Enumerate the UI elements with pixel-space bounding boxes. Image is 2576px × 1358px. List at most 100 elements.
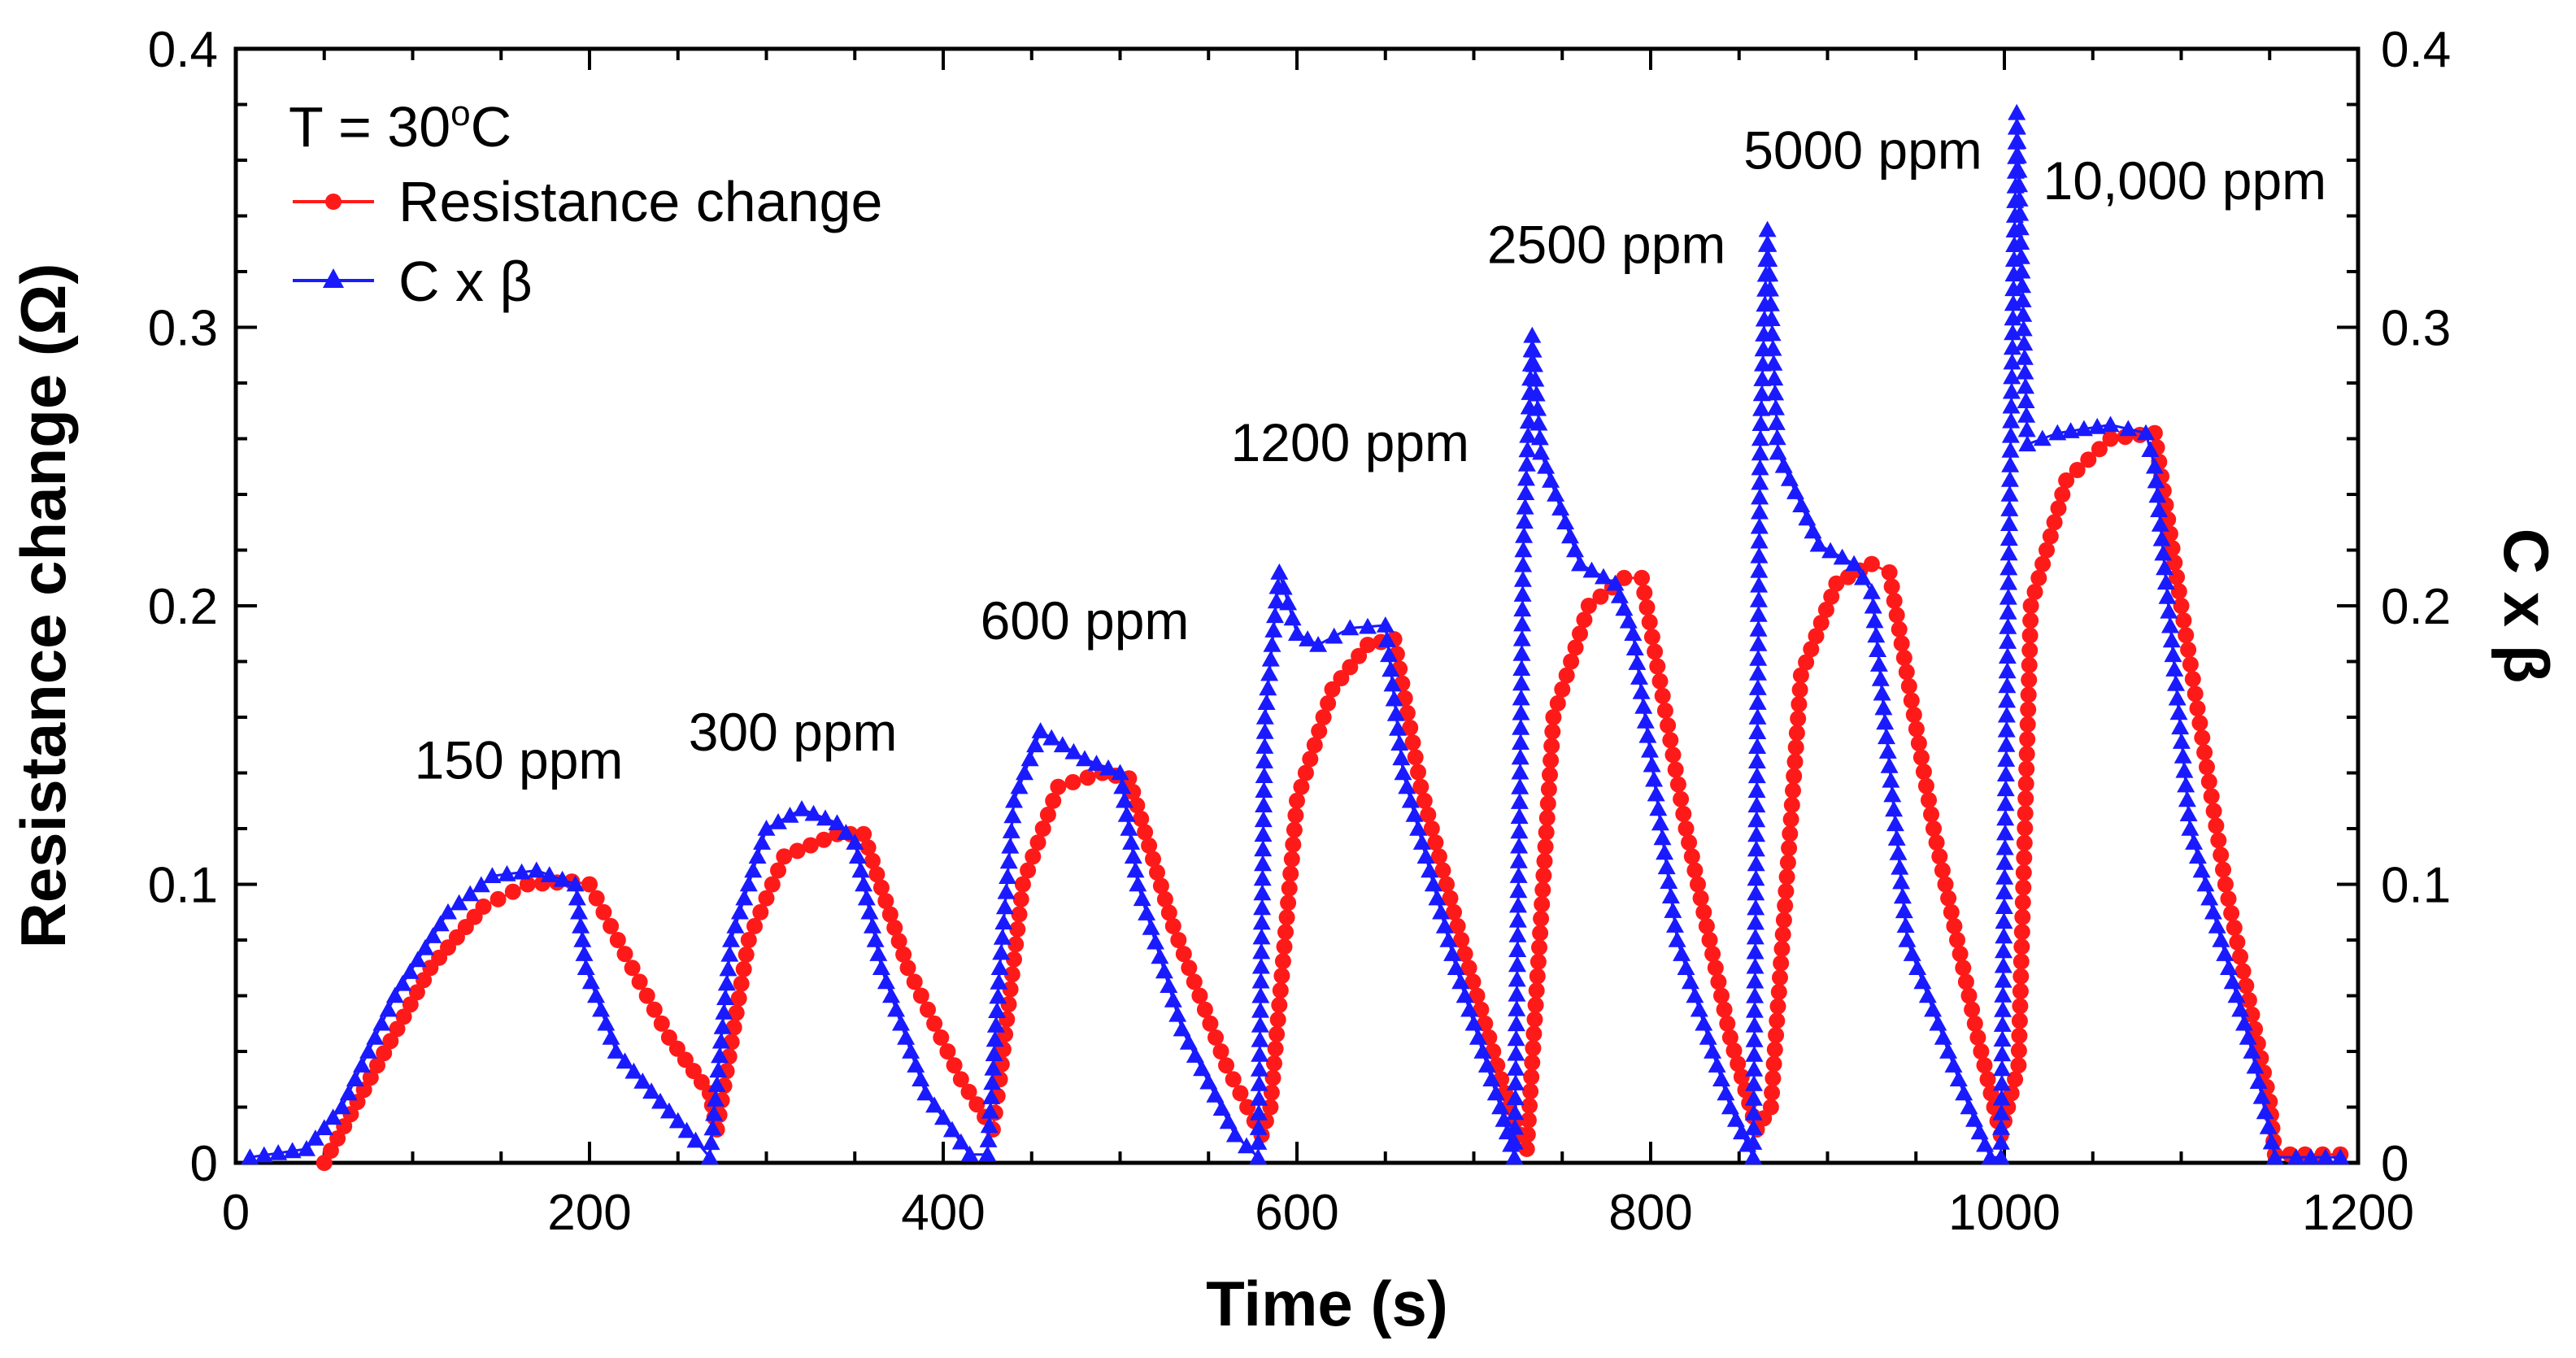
- data-point: [1519, 1126, 1536, 1143]
- data-point: [1804, 522, 1822, 539]
- data-point: [1526, 370, 1545, 387]
- data-point: [1309, 636, 1328, 652]
- data-point: [1269, 1011, 1286, 1028]
- data-point: [1708, 1056, 1726, 1073]
- data-point: [2145, 457, 2164, 474]
- data-point: [1913, 973, 1932, 990]
- data-point: [1979, 1071, 1996, 1088]
- data-point: [1277, 924, 1294, 941]
- data-point: [1251, 957, 1270, 974]
- data-point: [986, 1030, 1004, 1047]
- data-point: [752, 903, 769, 921]
- data-point: [960, 1083, 977, 1100]
- data-point: [1787, 739, 1804, 756]
- data-point: [912, 987, 929, 1004]
- data-point: [646, 1001, 663, 1018]
- data-point: [566, 875, 585, 892]
- data-point: [2015, 864, 2032, 881]
- data-point: [979, 1131, 998, 1147]
- data-point: [2187, 686, 2204, 703]
- data-point: [2014, 908, 2031, 925]
- data-point: [1750, 546, 1769, 564]
- data-point: [1960, 987, 1978, 1004]
- data-point: [1664, 746, 1682, 764]
- data-point: [916, 1084, 935, 1101]
- data-point: [1508, 911, 1527, 928]
- data-point: [2012, 953, 2030, 970]
- data-point: [1965, 1110, 1983, 1127]
- data-point: [1783, 796, 1800, 813]
- data-point: [1692, 890, 1709, 907]
- data-point: [1545, 709, 1562, 725]
- data-point: [1542, 766, 1558, 783]
- data-point: [1649, 658, 1666, 675]
- data-point: [2240, 992, 2257, 1008]
- concentration-label: 1200 ppm: [1230, 412, 1469, 472]
- data-point: [1761, 295, 1780, 311]
- data-point: [1382, 660, 1400, 677]
- data-point: [1786, 483, 1804, 499]
- data-point: [886, 919, 903, 936]
- data-point: [2011, 204, 2030, 221]
- data-point: [2050, 500, 2067, 517]
- data-point: [887, 1000, 905, 1017]
- data-point: [2017, 406, 2036, 423]
- data-point: [1456, 986, 1474, 1003]
- data-point: [2168, 689, 2187, 706]
- data-point: [1887, 829, 1906, 846]
- data-point: [577, 959, 595, 975]
- data-point: [1716, 1001, 1733, 1018]
- data-point: [1141, 837, 1158, 854]
- data-point: [1744, 1090, 1763, 1106]
- data-point: [1995, 883, 2013, 899]
- data-point: [1509, 851, 1528, 868]
- data-point: [1535, 867, 1552, 884]
- data-point: [1404, 734, 1421, 751]
- data-point: [431, 915, 450, 932]
- data-point: [306, 1129, 324, 1146]
- data-point: [2191, 715, 2208, 732]
- data-point: [1649, 799, 1668, 816]
- data-point: [1661, 887, 1680, 903]
- data-point: [1995, 912, 2013, 929]
- data-point: [1610, 587, 1629, 603]
- data-point: [1993, 1030, 2012, 1047]
- data-point: [2287, 1148, 2305, 1164]
- data-point: [1845, 555, 1864, 572]
- data-point: [1996, 809, 2015, 826]
- data-point: [2208, 916, 2226, 934]
- data-point: [498, 864, 516, 881]
- concentration-label: 600 ppm: [981, 590, 1190, 651]
- data-point: [2018, 746, 2035, 763]
- data-point: [1278, 909, 1295, 926]
- data-point: [1512, 703, 1530, 720]
- data-point: [1781, 840, 1798, 856]
- data-point: [709, 1061, 728, 1078]
- data-point: [2013, 938, 2030, 955]
- data-point: [1765, 369, 1784, 386]
- data-point: [1522, 1083, 1539, 1100]
- data-point: [1482, 1070, 1501, 1086]
- data-point: [1761, 280, 1779, 297]
- data-point: [1449, 917, 1466, 934]
- data-point: [988, 1002, 1007, 1018]
- data-point: [1882, 771, 1900, 788]
- data-point: [2017, 790, 2034, 807]
- data-point: [1944, 1056, 1963, 1073]
- data-point: [1509, 881, 1528, 899]
- data-point: [2215, 861, 2231, 878]
- data-point: [1893, 887, 1912, 904]
- data-point: [1255, 796, 1273, 812]
- data-point: [1900, 677, 1917, 694]
- data-point: [1748, 708, 1767, 725]
- data-point: [1768, 429, 1786, 446]
- data-point: [733, 975, 750, 992]
- data-point: [881, 906, 899, 923]
- data-point: [1960, 1098, 1978, 1115]
- data-point: [2302, 1148, 2320, 1164]
- data-point: [2016, 834, 2033, 851]
- data-point: [540, 866, 559, 882]
- data-point: [1498, 1123, 1516, 1140]
- data-point: [1854, 568, 1872, 585]
- data-point: [1747, 899, 1765, 916]
